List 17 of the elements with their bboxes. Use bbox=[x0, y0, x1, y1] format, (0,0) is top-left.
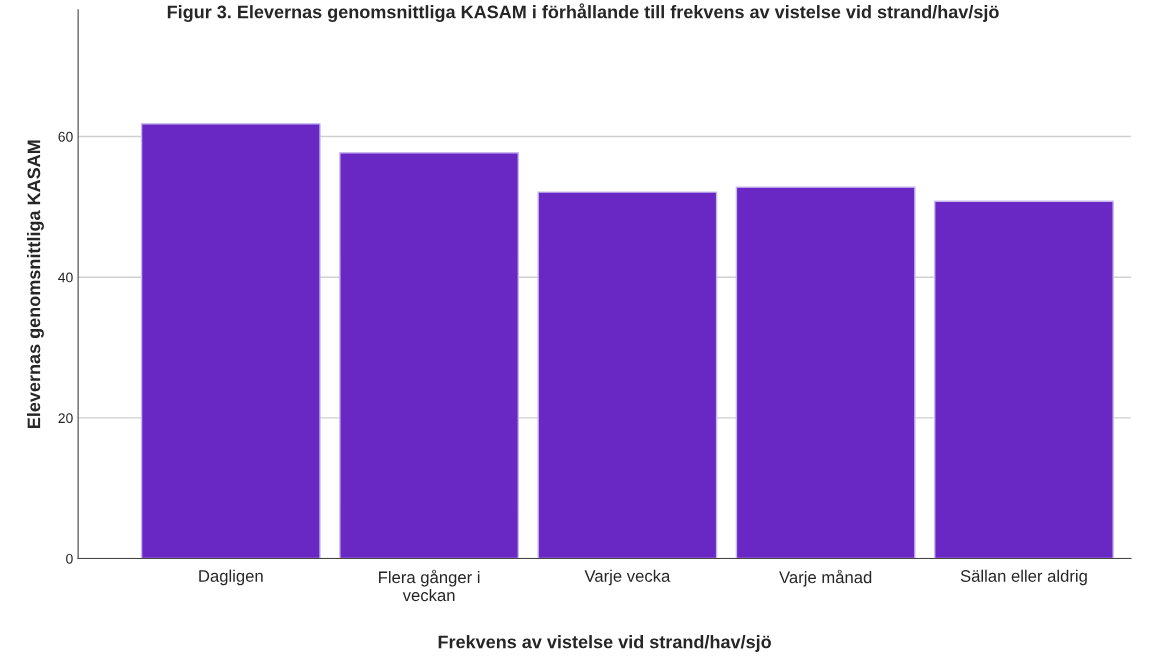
x-tick-label: Dagligen bbox=[199, 569, 263, 586]
y-tick-label: 60 bbox=[58, 131, 73, 142]
y-tick-label: 0 bbox=[66, 553, 73, 564]
y-axis-title: Elevernas genomsnittliga KASAM bbox=[27, 140, 44, 428]
y-tick-label: 20 bbox=[58, 413, 73, 424]
x-tick-label: Varje vecka bbox=[584, 569, 671, 586]
x-tick-label: Sällan eller aldrig bbox=[960, 569, 1087, 586]
bar bbox=[934, 200, 1114, 559]
x-tick-label: Varje månad bbox=[779, 569, 872, 587]
y-tick-label: 40 bbox=[58, 272, 73, 283]
x-tick-label: Flera gånger i veckan bbox=[379, 569, 480, 602]
chart-title: Figur 3. Elevernas genomsnittliga KASAM i förhållande till frekvens av vistelse vid strand/hav/sjö bbox=[167, 3, 999, 22]
bar bbox=[339, 152, 520, 559]
x-axis-title: Frekvens av vistelse vid strand/hav/sjö bbox=[438, 635, 771, 652]
bar bbox=[537, 191, 718, 559]
bar bbox=[140, 123, 321, 559]
bar bbox=[735, 186, 916, 559]
